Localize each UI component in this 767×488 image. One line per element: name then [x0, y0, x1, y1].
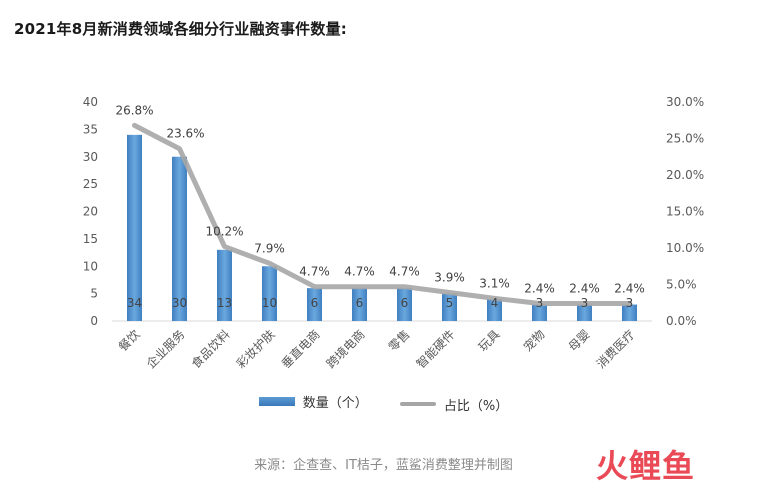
category-label: 彩妆护肤: [233, 327, 278, 372]
y-left-tick-label: 15: [83, 232, 98, 246]
y-left-tick-label: 5: [90, 287, 98, 301]
y-left-tick-label: 35: [83, 122, 98, 136]
bar: [442, 293, 457, 321]
y-left-tick-label: 30: [83, 150, 98, 164]
category-label: 食品饮料: [188, 327, 233, 372]
bar-value-label: 3: [581, 296, 589, 310]
category-label: 智能硬件: [413, 327, 458, 372]
brand-logo: 火鲤鱼: [596, 447, 696, 485]
bar-value-label: 6: [356, 296, 364, 310]
legend-item-share: 占比（%）: [399, 395, 509, 414]
y-left-tick-label: 25: [83, 177, 98, 191]
chart-legend: 数量（个） 占比（%）: [0, 392, 767, 414]
category-label: 零售: [385, 327, 413, 355]
bar-value-label: 6: [401, 296, 409, 310]
share-value-label: 7.9%: [254, 241, 285, 255]
category-label: 企业服务: [143, 327, 188, 372]
bar-value-label: 3: [536, 296, 544, 310]
source-note: 来源：企查查、IT桔子，蓝鲨消费整理并制图: [254, 458, 513, 473]
category-label: 玩具: [476, 327, 503, 354]
share-value-label: 23.6%: [166, 127, 204, 141]
bar: [397, 288, 412, 321]
y-right-tick-label: 5.0%: [666, 278, 697, 292]
bar-value-label: 30: [172, 296, 187, 310]
y-left-tick-label: 0: [90, 314, 98, 328]
category-label: 餐饮: [115, 327, 143, 355]
bar: [577, 304, 592, 321]
share-value-label: 3.1%: [479, 276, 510, 290]
bar-value-label: 4: [491, 296, 499, 310]
bar: [262, 266, 277, 321]
y-right-tick-label: 20.0%: [666, 168, 704, 182]
bar-value-label: 13: [217, 296, 232, 310]
share-value-label: 10.2%: [205, 225, 243, 239]
share-value-label: 3.9%: [434, 271, 465, 285]
share-value-label: 4.7%: [344, 265, 375, 279]
y-right-tick-label: 0.0%: [666, 314, 697, 328]
share-value-label: 4.7%: [389, 265, 420, 279]
share-value-label: 2.4%: [614, 281, 645, 295]
share-line: [132, 122, 632, 306]
y-left-tick-label: 20: [83, 205, 98, 219]
bar: [217, 249, 232, 321]
share-value-label: 2.4%: [569, 281, 600, 295]
y-right-tick-label: 10.0%: [666, 241, 704, 255]
bar-value-label: 34: [127, 296, 142, 310]
bar-value-label: 5: [446, 296, 454, 310]
legend-label-share: 占比（%）: [443, 398, 509, 414]
bar: [307, 288, 322, 321]
legend-label-count: 数量（个）: [302, 396, 368, 411]
category-label: 垂直电商: [278, 327, 323, 372]
legend-item-count: 数量（个）: [258, 392, 368, 411]
bar: [172, 156, 187, 321]
bar: [532, 304, 547, 321]
bar-value-label: 10: [262, 296, 277, 310]
bar: [352, 288, 367, 321]
share-value-label: 2.4%: [524, 281, 555, 295]
category-label: 宠物: [520, 327, 548, 355]
share-value-label: 4.7%: [299, 265, 330, 279]
share-value-label: 26.8%: [115, 103, 153, 117]
y-right-tick-label: 15.0%: [666, 205, 704, 219]
y-right-tick-label: 30.0%: [666, 95, 704, 109]
legend-bar-swatch: [258, 397, 295, 406]
legend-line-swatch: [399, 402, 436, 406]
category-label: 消费医疗: [594, 327, 638, 371]
bar-value-label: 6: [311, 296, 319, 310]
category-label: 跨境电商: [323, 327, 368, 372]
bar: [127, 134, 142, 321]
y-left-tick-label: 40: [83, 95, 98, 109]
chart-title: 2021年8月新消费领域各细分行业融资事件数量:: [14, 20, 347, 38]
y-left-tick-label: 10: [83, 259, 98, 273]
bar: [487, 299, 502, 321]
bar: [622, 304, 637, 321]
y-right-tick-label: 25.0%: [666, 132, 704, 146]
bar-value-label: 3: [626, 296, 634, 310]
category-label: 母婴: [566, 327, 593, 354]
